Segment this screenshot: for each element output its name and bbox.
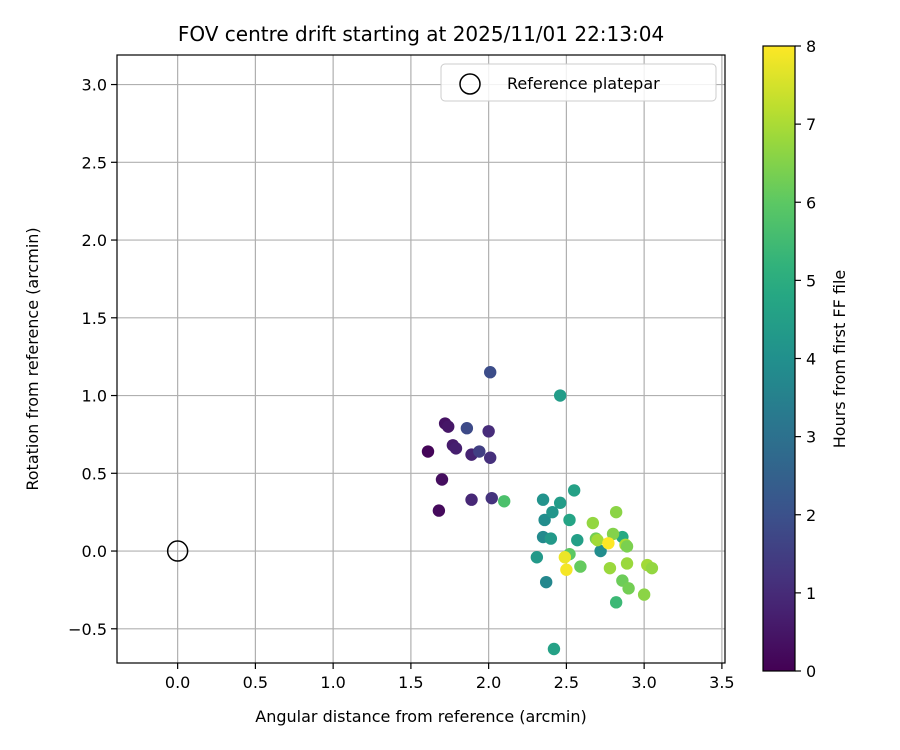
data-points xyxy=(166,366,659,656)
colorbar-ticks: 0 1 2 3 4 5 6 7 8 xyxy=(795,37,816,681)
y-tick-label: 3.0 xyxy=(82,76,107,95)
data-point xyxy=(465,493,478,506)
y-tick-label: 0.5 xyxy=(82,464,107,483)
x-tick-label: 2.5 xyxy=(554,673,579,692)
colorbar-tick-label: 2 xyxy=(806,506,816,525)
reference-point xyxy=(166,540,189,562)
data-point xyxy=(473,445,486,458)
data-point xyxy=(485,491,498,505)
colorbar-tick-label: 3 xyxy=(806,428,816,447)
x-tick-label: 3.0 xyxy=(631,673,656,692)
data-point xyxy=(620,557,634,570)
data-point xyxy=(563,513,576,527)
data-point xyxy=(553,496,567,510)
data-point xyxy=(603,561,617,575)
colorbar-tick-label: 7 xyxy=(806,115,816,134)
data-point xyxy=(483,451,497,464)
x-tick-label: 0.5 xyxy=(243,673,268,692)
y-tick-label: 2.0 xyxy=(82,231,107,250)
data-point xyxy=(546,505,559,519)
y-tick-label: 0.0 xyxy=(82,542,107,561)
y-axis-label: Rotation from reference (arcmin) xyxy=(23,227,42,490)
legend: Reference platepar xyxy=(440,63,717,102)
data-point xyxy=(606,527,620,541)
data-point xyxy=(560,563,573,576)
plot-frame xyxy=(116,54,726,664)
axes-frame xyxy=(116,54,726,664)
data-point xyxy=(586,516,600,530)
x-tick-label: 2.0 xyxy=(476,673,501,692)
data-point xyxy=(574,560,587,573)
data-point xyxy=(602,537,615,550)
data-point xyxy=(482,425,495,438)
chart-title: FOV centre drift starting at 2025/11/01 … xyxy=(178,22,664,46)
x-tick-label: 0.0 xyxy=(165,673,190,692)
x-tick-label: 1.5 xyxy=(398,673,423,692)
y-tick-label: 1.0 xyxy=(82,387,107,406)
data-point xyxy=(591,533,604,547)
data-point xyxy=(539,575,553,589)
colorbar-tick-label: 8 xyxy=(806,37,816,56)
x-tick-label: 1.0 xyxy=(320,673,345,692)
colorbar-tick-label: 4 xyxy=(806,350,816,369)
data-point xyxy=(609,505,623,519)
data-point xyxy=(620,540,634,553)
colorbar: 0 1 2 3 4 5 6 7 8 Hours from first FF file xyxy=(762,37,849,681)
colorbar-label: Hours from first FF file xyxy=(830,270,849,449)
data-point xyxy=(544,532,558,545)
legend-marker xyxy=(459,73,481,95)
data-point xyxy=(558,551,572,564)
x-axis-label: Angular distance from reference (arcmin) xyxy=(255,707,586,726)
data-point xyxy=(432,504,446,517)
data-point xyxy=(571,533,584,547)
data-point xyxy=(645,561,659,575)
data-point xyxy=(483,366,497,379)
y-tick-label: 2.5 xyxy=(82,153,107,172)
legend-box xyxy=(440,63,717,102)
y-tick-label: −0.5 xyxy=(68,620,107,639)
data-point xyxy=(530,551,544,564)
data-point xyxy=(622,582,635,595)
data-point xyxy=(536,493,550,506)
data-point xyxy=(435,473,449,486)
data-point xyxy=(553,389,567,402)
y-tick-label: 1.5 xyxy=(82,309,107,328)
data-point xyxy=(547,642,561,656)
data-point xyxy=(460,421,474,435)
data-point xyxy=(609,596,623,609)
data-point xyxy=(567,484,581,497)
colorbar-gradient xyxy=(763,46,795,671)
data-point xyxy=(538,513,551,527)
colorbar-tick-label: 0 xyxy=(806,662,816,681)
data-point xyxy=(421,445,435,458)
data-point xyxy=(497,495,511,508)
x-tick-label: 3.5 xyxy=(709,673,734,692)
data-point xyxy=(442,420,455,433)
colorbar-tick-label: 1 xyxy=(806,584,816,603)
colorbar-tick-label: 5 xyxy=(806,271,816,290)
legend-label: Reference platepar xyxy=(507,74,660,93)
data-point xyxy=(449,442,463,455)
data-point xyxy=(637,588,651,601)
x-axis-ticks: 0.0 0.5 1.0 1.5 2.0 2.5 3.0 3.5 xyxy=(165,663,735,692)
colorbar-tick-label: 6 xyxy=(806,193,816,212)
y-axis-ticks: −0.5 0.0 0.5 1.0 1.5 2.0 2.5 3.0 xyxy=(68,76,117,639)
data-point xyxy=(594,544,607,558)
